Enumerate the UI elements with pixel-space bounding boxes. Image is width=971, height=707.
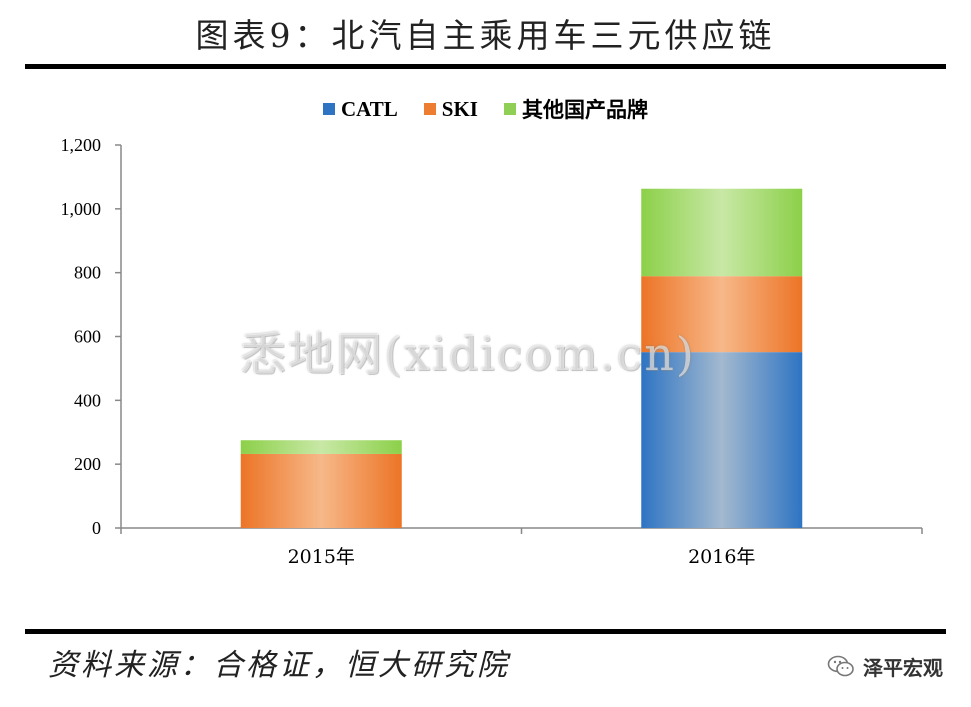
legend-label-other: 其他国产品牌 xyxy=(521,98,648,122)
y-tick-label: 800 xyxy=(74,263,101,283)
x-tick-label: 2016年 xyxy=(688,546,755,568)
bar-segment-other xyxy=(641,188,803,277)
wechat-icon xyxy=(827,655,854,677)
legend-item-ski: SKI xyxy=(423,96,478,122)
bar-segment-ski xyxy=(240,453,402,528)
brand-name: 泽平宏观 xyxy=(863,655,943,680)
bottom-rule xyxy=(25,629,946,634)
y-tick-label: 400 xyxy=(74,390,101,410)
top-rule xyxy=(25,64,946,69)
legend-item-other: 其他国产品牌 xyxy=(503,94,648,124)
bar-segment-catl xyxy=(641,352,803,528)
y-tick-label: 1,200 xyxy=(61,135,102,155)
brand-badge: 泽平宏观 xyxy=(827,650,943,682)
y-tick-label: 200 xyxy=(74,454,101,474)
legend-swatch-other xyxy=(503,103,516,115)
y-tick-label: 0 xyxy=(92,518,101,538)
legend-swatch-catl xyxy=(323,103,335,115)
legend-item-catl: CATL xyxy=(323,97,398,122)
y-tick-label: 1,000 xyxy=(61,199,102,219)
source-note: 资料来源：合格证，恒大研究院 xyxy=(48,648,510,683)
legend-label-catl: CATL xyxy=(341,96,398,121)
legend-label-ski: SKI xyxy=(441,96,478,121)
bar-segment-ski xyxy=(641,276,803,353)
y-tick-label: 600 xyxy=(74,327,101,347)
chart-title: 图表9：北汽自主乘用车三元供应链 xyxy=(195,16,776,55)
legend: CATL SKI 其他国产品牌 xyxy=(0,94,971,124)
bar-segment-other xyxy=(240,440,402,454)
legend-swatch-ski xyxy=(423,103,436,115)
x-tick-label: 2015年 xyxy=(288,546,355,568)
